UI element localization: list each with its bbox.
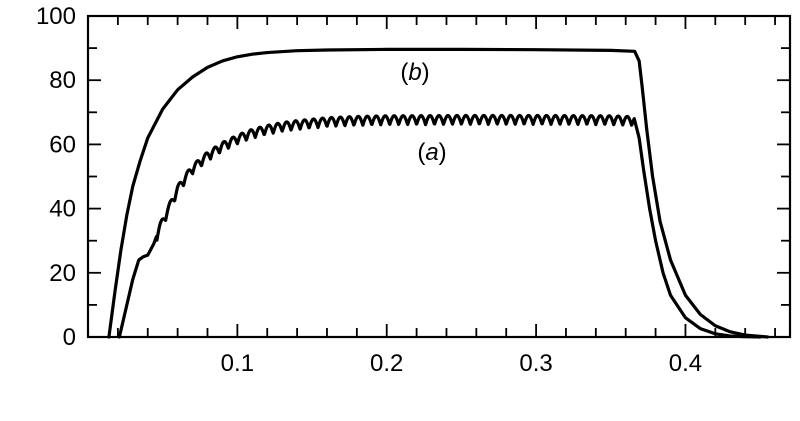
series-label-letter: b: [408, 59, 421, 86]
series-label-b: (b): [400, 59, 429, 86]
tick-labels: 0.1 0.2 0.3 0.4 0 20 40 60 80 100: [36, 3, 702, 377]
y-tick-label: 60: [49, 131, 76, 158]
series-lines: [107, 47, 770, 339]
x-tick-label: 0.3: [519, 350, 552, 377]
axis-ticks: [88, 16, 790, 337]
y-tick-label: 40: [49, 196, 76, 223]
plot-frame: [86, 14, 792, 339]
y-tick-label: 20: [49, 260, 76, 287]
series-label-a: (a): [417, 139, 446, 166]
series-line-a: [117, 113, 762, 339]
y-tick-label: 80: [49, 67, 76, 94]
series-line-b: [107, 47, 770, 339]
series-label-letter: a: [425, 139, 438, 166]
y-tick-label: 100: [36, 3, 76, 30]
y-tick-label: 0: [63, 324, 76, 351]
x-tick-label: 0.2: [370, 350, 403, 377]
x-tick-label: 0.4: [669, 350, 702, 377]
x-tick-label: 0.1: [221, 350, 254, 377]
